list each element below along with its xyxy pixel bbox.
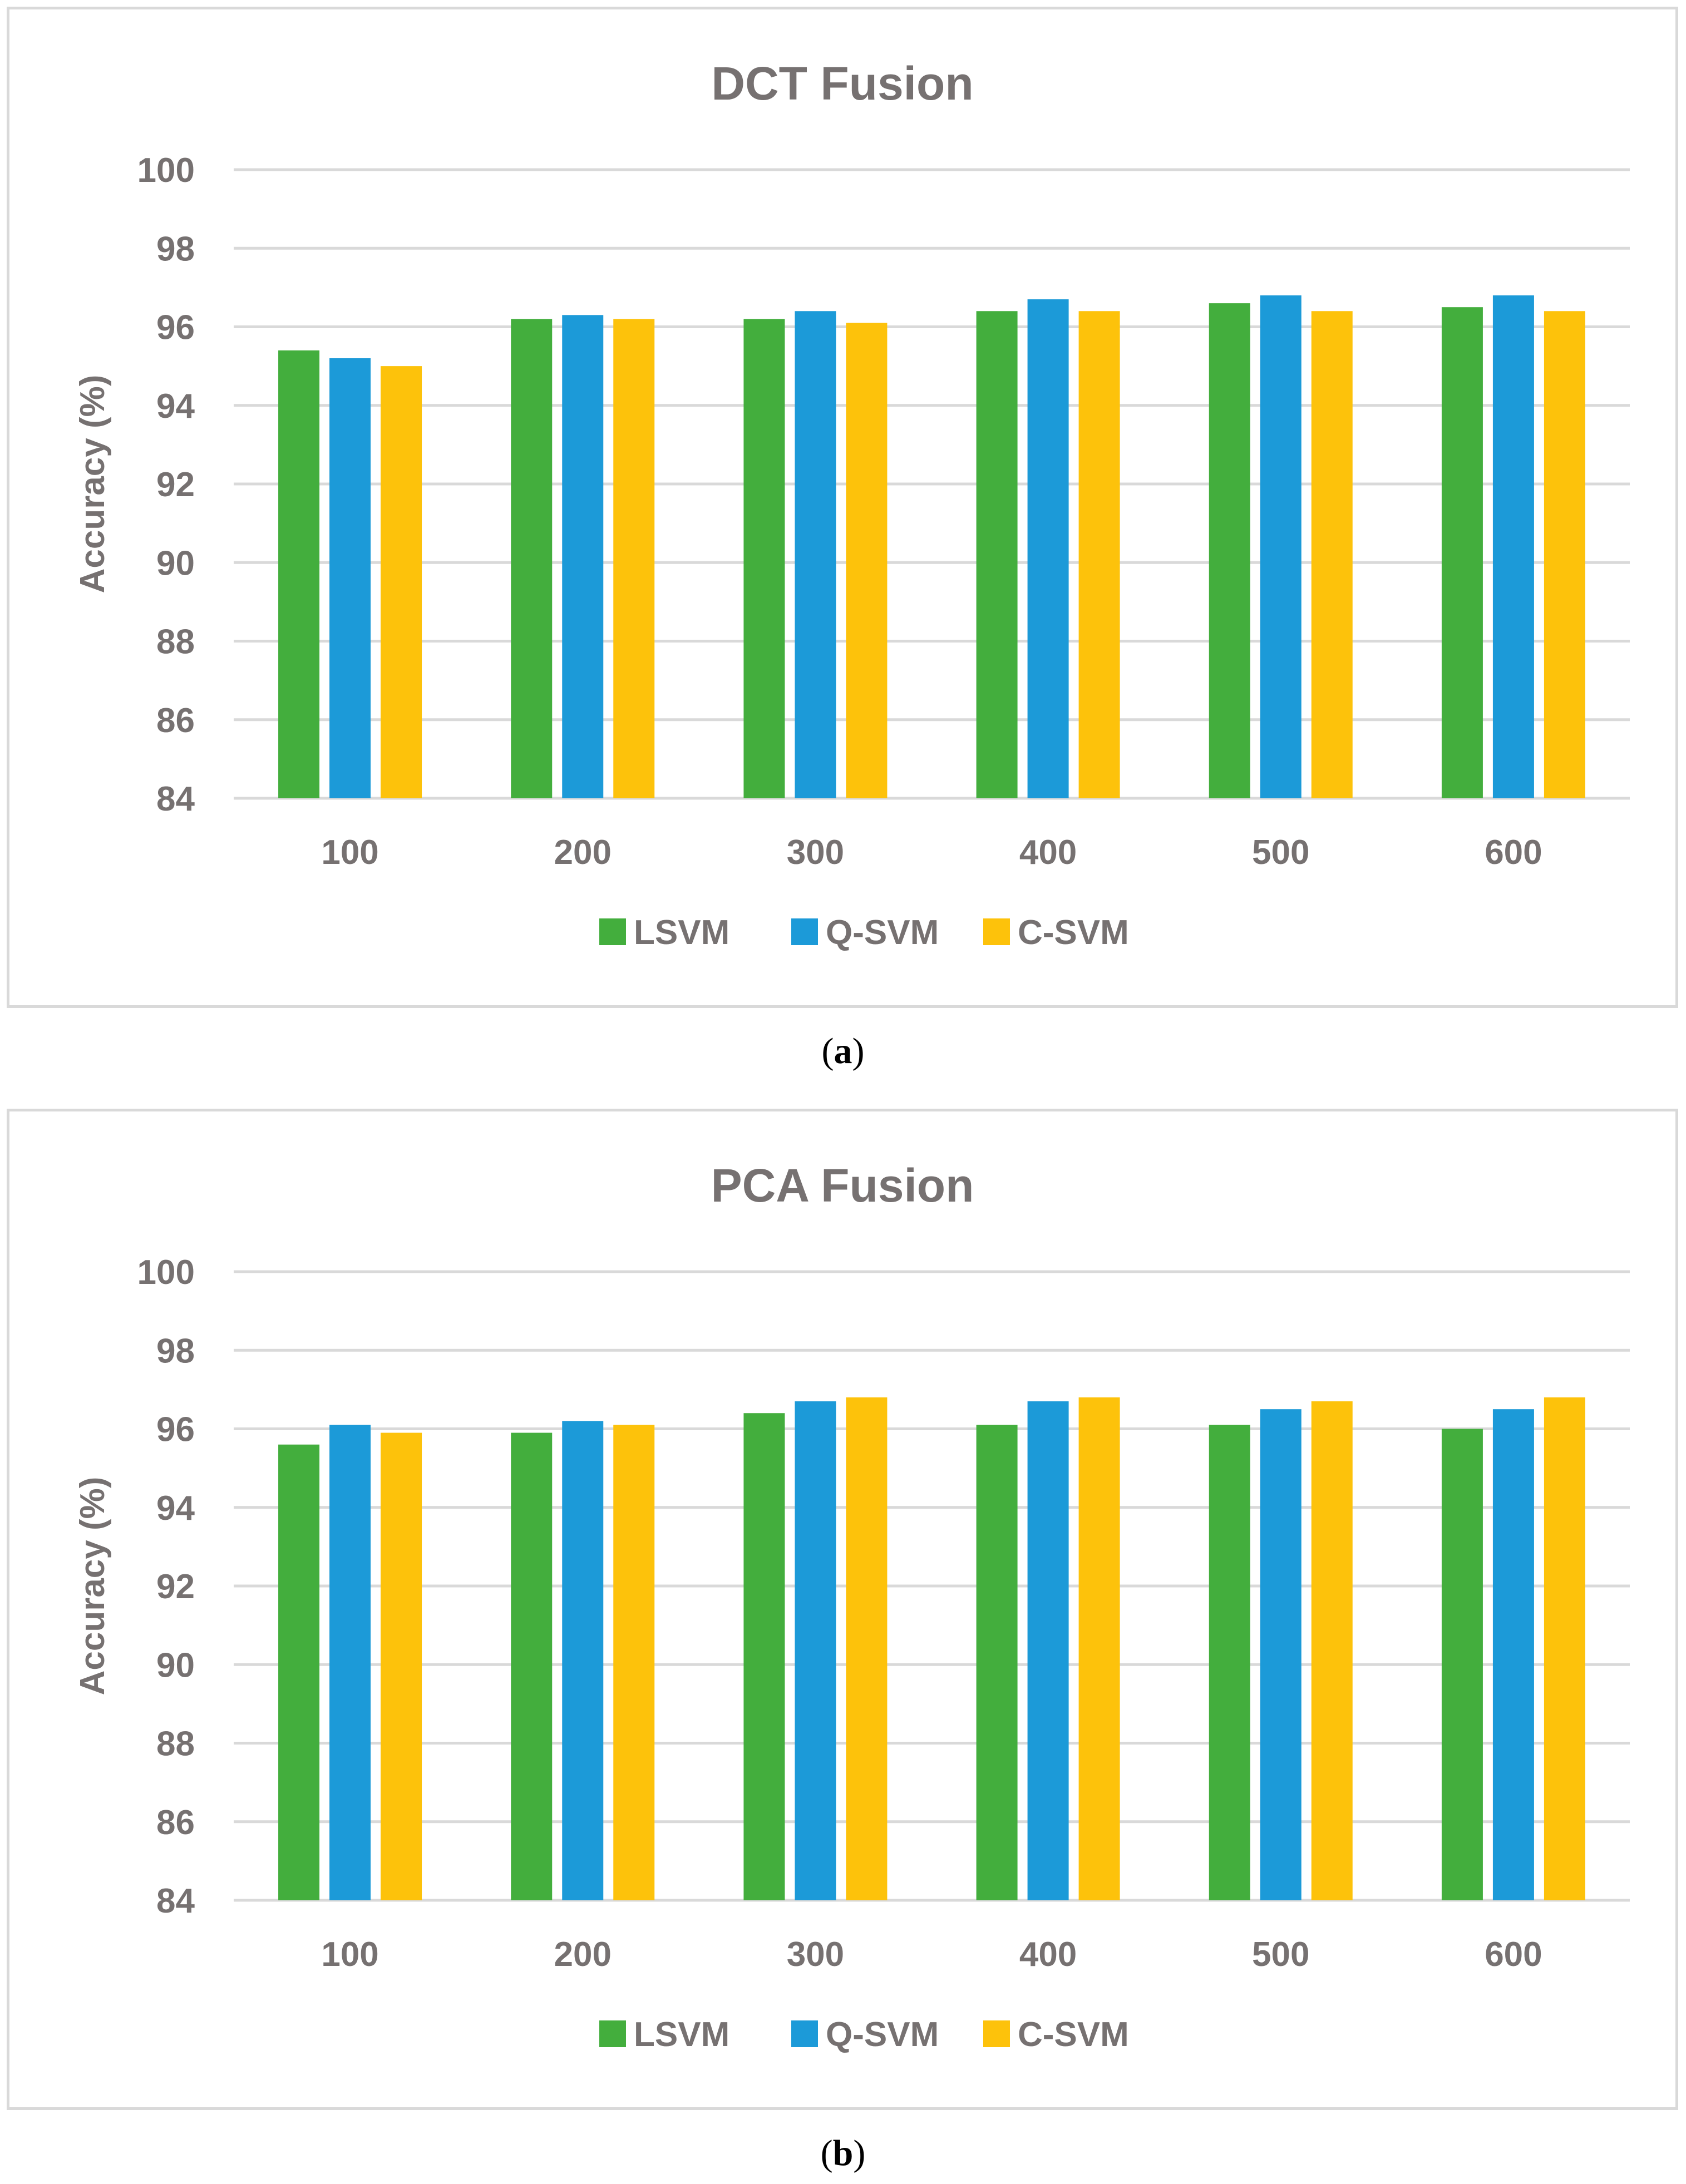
y-tick-label: 88 <box>156 1725 195 1763</box>
y-tick-label: 96 <box>156 1411 195 1449</box>
legend-label-lsvm: LSVM <box>634 2015 729 2054</box>
caption-a: (a) <box>821 1031 865 1071</box>
legend-swatch-lsvm <box>599 918 626 945</box>
bar-lsvm-100 <box>278 1444 320 1900</box>
bar-c-svm-500 <box>1311 1401 1353 1900</box>
bar-lsvm-400 <box>976 311 1018 798</box>
legend-label-c-svm: C-SVM <box>1018 913 1129 952</box>
legend-swatch-c-svm <box>983 2020 1010 2047</box>
y-tick-label: 86 <box>156 1803 195 1842</box>
y-tick-label: 88 <box>156 623 195 661</box>
y-axis-title: Accuracy (%) <box>73 375 112 594</box>
bar-lsvm-200 <box>511 1432 553 1900</box>
bar-q-svm-200 <box>562 315 604 798</box>
x-tick-label: 300 <box>787 1935 844 1974</box>
bar-q-svm-300 <box>795 311 836 798</box>
x-tick-label: 600 <box>1485 833 1542 872</box>
x-tick-label: 400 <box>1019 833 1077 872</box>
chart-pca-fusion: PCA Fusion 84 86 88 90 92 94 96 98 100 Accuracy (%… <box>73 1159 1630 2054</box>
legend-label-c-svm: C-SVM <box>1018 2015 1129 2054</box>
bar-lsvm-300 <box>743 319 785 798</box>
bar-c-svm-300 <box>846 1397 888 1900</box>
y-tick-label: 84 <box>156 780 195 818</box>
bar-lsvm-500 <box>1209 1425 1250 1900</box>
y-tick-label: 94 <box>156 1489 195 1528</box>
x-tick-label: 200 <box>554 1935 612 1974</box>
legend-label-lsvm: LSVM <box>634 913 729 952</box>
bar-q-svm-400 <box>1027 1401 1069 1900</box>
bar-q-svm-300 <box>795 1401 836 1900</box>
bar-c-svm-600 <box>1544 1397 1585 1900</box>
y-tick-label: 98 <box>156 1332 195 1370</box>
chart-panel-dct: DCT Fusion 84 86 88 90 92 94 96 98 100 Accuracy (%… <box>7 7 1678 1008</box>
x-tick-label: 100 <box>321 833 378 872</box>
bar-c-svm-300 <box>846 323 888 798</box>
legend-label-q-svm: Q-SVM <box>826 913 939 952</box>
bar-lsvm-500 <box>1209 303 1250 798</box>
y-tick-label: 90 <box>156 544 195 582</box>
bar-q-svm-200 <box>562 1421 604 1900</box>
chart-dct-fusion: DCT Fusion 84 86 88 90 92 94 96 98 100 Accuracy (%… <box>73 57 1630 952</box>
bar-c-svm-500 <box>1311 311 1353 798</box>
y-tick-label: 98 <box>156 230 195 268</box>
bar-c-svm-400 <box>1078 1397 1120 1900</box>
bar-q-svm-600 <box>1492 295 1534 798</box>
y-tick-label: 100 <box>137 151 195 190</box>
legend-swatch-c-svm <box>983 918 1010 945</box>
x-tick-label: 600 <box>1485 1935 1542 1974</box>
bar-q-svm-100 <box>329 358 371 798</box>
legend-swatch-q-svm <box>791 918 818 945</box>
x-tick-label: 500 <box>1252 1935 1309 1974</box>
x-tick-label: 200 <box>554 833 612 872</box>
bar-q-svm-500 <box>1260 1409 1302 1900</box>
bar-c-svm-600 <box>1544 311 1585 798</box>
legend-label-q-svm: Q-SVM <box>826 2015 939 2054</box>
y-tick-label: 100 <box>137 1253 195 1292</box>
x-tick-label: 300 <box>787 833 844 872</box>
bar-c-svm-400 <box>1078 311 1120 798</box>
y-tick-label: 84 <box>156 1882 195 1920</box>
bar-c-svm-100 <box>381 366 422 798</box>
bar-lsvm-300 <box>743 1413 785 1900</box>
bar-lsvm-400 <box>976 1425 1018 1900</box>
legend-swatch-lsvm <box>599 2020 626 2047</box>
bar-c-svm-100 <box>381 1432 422 1900</box>
caption-b: (b) <box>820 2133 866 2173</box>
x-tick-label: 500 <box>1252 833 1309 872</box>
bar-lsvm-200 <box>511 319 553 798</box>
bar-q-svm-500 <box>1260 295 1302 798</box>
chart-title: PCA Fusion <box>711 1159 974 1212</box>
bar-lsvm-600 <box>1441 307 1483 798</box>
y-tick-label: 94 <box>156 387 195 426</box>
y-tick-label: 92 <box>156 466 195 504</box>
bar-c-svm-200 <box>613 1425 655 1900</box>
x-tick-label: 100 <box>321 1935 378 1974</box>
y-axis-title: Accuracy (%) <box>73 1477 112 1696</box>
y-tick-label: 86 <box>156 701 195 740</box>
bar-q-svm-600 <box>1492 1409 1534 1900</box>
bar-q-svm-100 <box>329 1425 371 1900</box>
chart-panel-pca: PCA Fusion 84 86 88 90 92 94 96 98 100 Accuracy (%… <box>7 1109 1678 2110</box>
chart-title: DCT Fusion <box>711 57 973 110</box>
y-tick-label: 96 <box>156 309 195 347</box>
bar-lsvm-600 <box>1441 1429 1483 1900</box>
y-tick-label: 92 <box>156 1568 195 1606</box>
bar-c-svm-200 <box>613 319 655 798</box>
y-tick-label: 90 <box>156 1646 195 1684</box>
bar-lsvm-100 <box>278 350 320 798</box>
bar-q-svm-400 <box>1027 299 1069 798</box>
x-tick-label: 400 <box>1019 1935 1077 1974</box>
legend-swatch-q-svm <box>791 2020 818 2047</box>
